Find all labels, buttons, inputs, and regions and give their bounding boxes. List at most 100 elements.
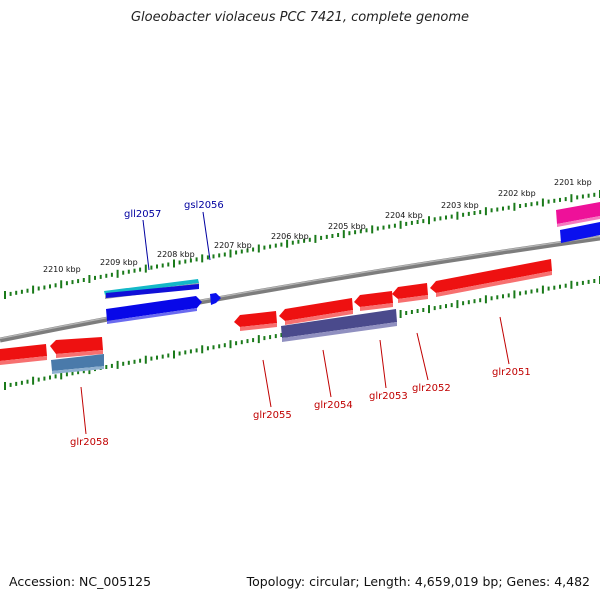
inner-ring-tick xyxy=(547,286,550,291)
inner-ring-tick xyxy=(246,339,249,344)
outer-ring-tick xyxy=(184,259,187,264)
outer-ring-tick xyxy=(473,211,476,215)
outer-ring-tick xyxy=(331,234,334,238)
inner-ring-tick xyxy=(189,349,192,354)
gene-glr2053[interactable] xyxy=(354,291,393,307)
accession-text: Accession: NC_005125 xyxy=(9,574,152,589)
inner-ring-tick xyxy=(9,382,12,387)
outer-ring-tick xyxy=(105,273,108,278)
label-glr2058: glr2058 xyxy=(70,437,109,448)
inner-ring-tick xyxy=(156,355,158,360)
outer-ring-tick xyxy=(410,220,413,225)
gene-glr2055[interactable] xyxy=(234,311,277,327)
gene-blue-arrow[interactable] xyxy=(106,296,202,321)
inner-ring-tick xyxy=(524,290,527,295)
outer-ring-tick xyxy=(490,208,493,213)
outer-ring-tick xyxy=(354,230,357,235)
inner-ring-tick xyxy=(513,290,516,299)
inner-ring-tick xyxy=(405,311,408,315)
outer-ring-tick xyxy=(314,234,317,243)
gene-glr2054[interactable] xyxy=(281,309,397,338)
inner-ring-tick xyxy=(184,350,187,355)
outer-ring-tick xyxy=(246,248,249,253)
inner-ring-tick xyxy=(519,291,522,296)
outer-ring-tick xyxy=(530,202,533,207)
inner-ring-tick xyxy=(490,296,493,301)
inner-ring-tick xyxy=(60,371,63,380)
gene-blue-arrow-edge xyxy=(107,308,197,324)
inner-ring-tick xyxy=(223,343,226,348)
label-glr2051: glr2051 xyxy=(492,367,531,378)
inner-ring-tick xyxy=(201,345,204,354)
kbp-label-2208: 2208 kbp xyxy=(157,250,195,259)
outer-ring-tick xyxy=(462,212,465,217)
inner-ring-tick xyxy=(150,356,153,361)
gene-gsl2056[interactable] xyxy=(210,293,221,305)
outer-ring-tick xyxy=(348,231,351,236)
outer-ring-tick xyxy=(161,263,164,268)
kbp-label-2209: 2209 kbp xyxy=(100,258,138,267)
outer-ring-tick xyxy=(416,220,419,224)
gene-blue-right[interactable] xyxy=(560,222,600,243)
outer-ring-tick xyxy=(269,244,272,249)
outer-ring-tick xyxy=(240,249,243,254)
outer-ring-tick xyxy=(513,202,516,211)
kbp-label-2204: 2204 kbp xyxy=(385,211,423,220)
outer-ring-tick xyxy=(178,260,181,265)
inner-ring-tick xyxy=(218,344,221,349)
outer-ring-tick xyxy=(570,194,573,203)
kbp-label-2207: 2207 kbp xyxy=(214,241,252,250)
inner-ring-tick xyxy=(587,279,590,284)
inner-ring-tick xyxy=(20,380,23,385)
outer-ring-tick xyxy=(456,211,459,220)
gene-glr2054-red[interactable] xyxy=(279,298,353,321)
outer-ring-tick xyxy=(496,207,499,212)
genome-summary-text: Topology: circular; Length: 4,659,019 bp… xyxy=(246,574,590,589)
inner-ring-tick xyxy=(445,304,447,309)
inner-ring-tick xyxy=(49,375,51,380)
outer-ring-tick xyxy=(502,206,504,211)
outer-ring-tick xyxy=(320,235,323,240)
outer-ring-tick xyxy=(576,195,579,200)
gene-glr2058[interactable] xyxy=(51,354,104,371)
inner-ring-tick xyxy=(235,341,238,346)
outer-ring-tick xyxy=(212,254,215,259)
outer-ring-tick xyxy=(144,264,147,273)
outer-ring-tick xyxy=(479,210,482,215)
inner-ring-tick xyxy=(410,310,413,314)
inner-ring-tick xyxy=(116,360,119,369)
outer-ring-tick xyxy=(252,247,255,252)
inner-ring-tick xyxy=(77,370,80,375)
inner-ring-tick xyxy=(576,281,579,286)
outer-ring-tick xyxy=(337,233,340,237)
inner-ring-tick xyxy=(178,351,181,356)
outer-ring-tick xyxy=(139,267,142,272)
gene-glr2058-red-left[interactable] xyxy=(0,344,47,361)
gene-blue-upper[interactable] xyxy=(106,284,199,298)
inner-ring-tick xyxy=(144,355,147,364)
outer-ring-tick xyxy=(150,265,153,270)
outer-ring-tick xyxy=(553,198,556,203)
gene-glr2054-red-edge xyxy=(285,310,353,325)
label-gll2057: gll2057 xyxy=(124,209,161,220)
gene-glr2052[interactable] xyxy=(392,283,428,299)
outer-ring-tick xyxy=(388,224,391,229)
inner-ring-tick xyxy=(133,359,136,364)
inner-ring-tick xyxy=(54,374,57,379)
outer-ring-tick xyxy=(206,255,209,260)
kbp-label-2203: 2203 kbp xyxy=(441,201,479,210)
inner-ring-tick xyxy=(252,338,255,343)
outer-ring-tick xyxy=(484,207,487,216)
outer-ring-tick xyxy=(405,221,408,226)
outer-ring-tick xyxy=(235,250,238,255)
outer-ring-tick xyxy=(507,205,510,210)
gene-magenta-right[interactable] xyxy=(556,202,600,224)
outer-ring-tick xyxy=(257,244,260,253)
outer-ring-tick xyxy=(223,252,226,257)
inner-ring-tick xyxy=(399,310,402,318)
gene-glr2051[interactable] xyxy=(430,259,552,293)
outer-ring-tick xyxy=(359,229,362,234)
outer-ring-tick xyxy=(167,262,170,267)
gene-glr2058-red[interactable] xyxy=(50,337,103,354)
outer-ring-tick xyxy=(559,197,561,202)
